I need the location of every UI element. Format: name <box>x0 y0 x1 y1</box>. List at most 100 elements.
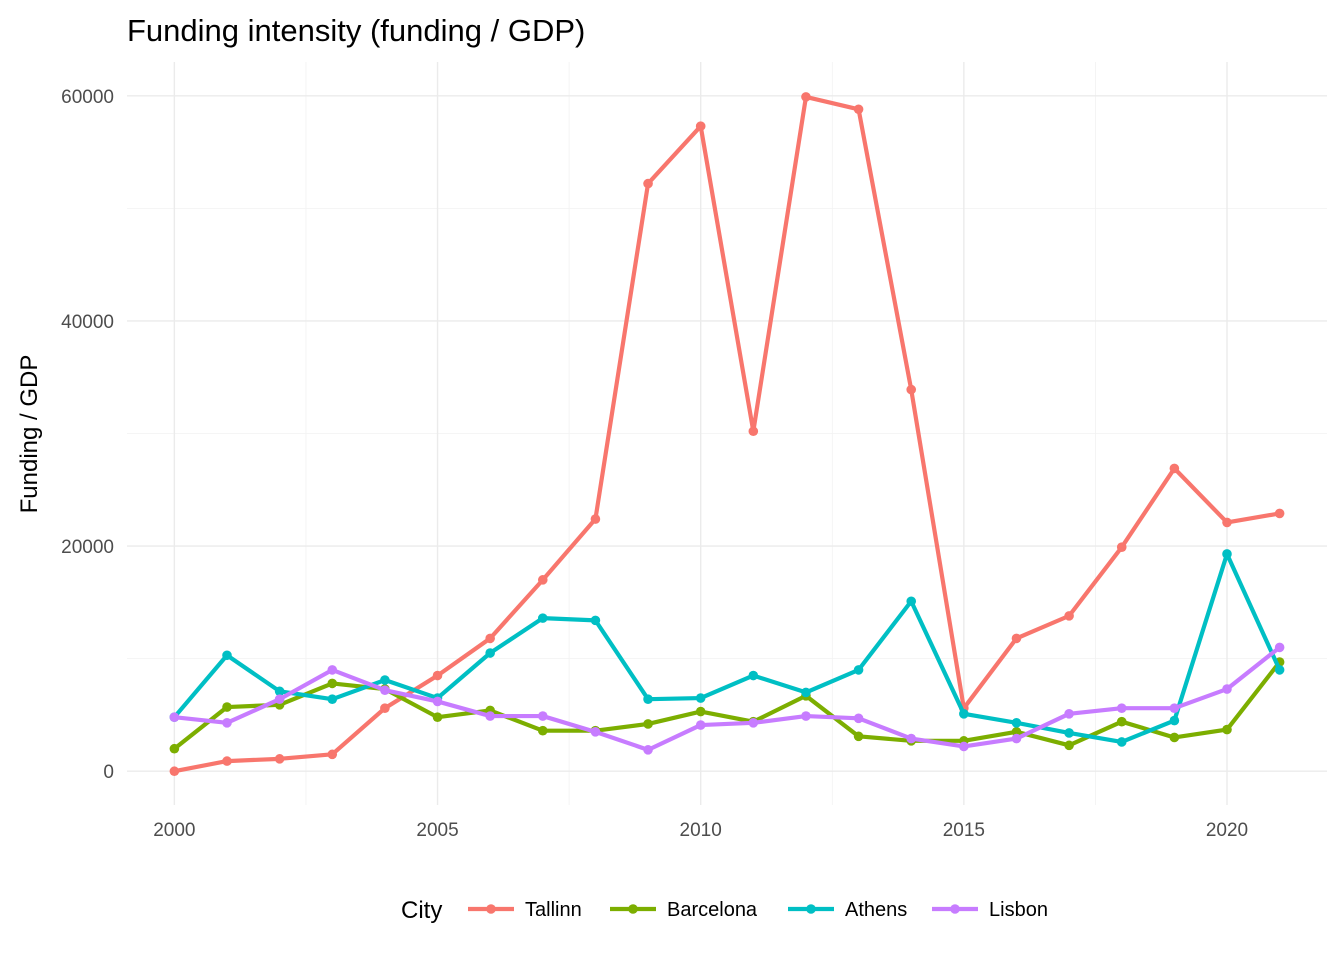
data-point-tallinn <box>222 756 232 766</box>
series-line-athens <box>172 551 1282 745</box>
y-tick-label: 40000 <box>61 312 114 333</box>
data-point-lisbon <box>432 696 443 707</box>
data-point-tallinn <box>853 104 864 115</box>
data-point-athens <box>1116 737 1127 747</box>
data-point-barcelona <box>432 712 443 722</box>
data-point-athens <box>748 670 759 681</box>
data-point-athens <box>485 648 495 658</box>
series-layer <box>169 92 1285 777</box>
data-point-lisbon <box>643 745 653 755</box>
y-axis-title: Funding / GDP <box>16 355 43 514</box>
data-point-tallinn <box>1222 517 1232 528</box>
legend-label: Lisbon <box>989 899 1048 921</box>
data-point-lisbon <box>853 713 864 724</box>
series-line-barcelona <box>173 660 1282 751</box>
data-point-tallinn <box>380 703 390 713</box>
data-point-lisbon <box>695 720 706 730</box>
data-point-tallinn <box>748 426 759 437</box>
data-point-lisbon <box>169 712 180 722</box>
legend-key-point <box>806 904 816 914</box>
data-point-tallinn <box>485 633 495 644</box>
data-point-lisbon <box>1064 709 1074 719</box>
data-point-tallinn <box>801 92 811 102</box>
data-point-barcelona <box>1011 727 1022 737</box>
data-point-lisbon <box>380 685 390 695</box>
data-point-lisbon <box>1169 703 1180 713</box>
x-tick-label: 2005 <box>416 820 458 841</box>
legend-title: City <box>401 897 442 924</box>
data-point-lisbon <box>274 694 285 704</box>
data-point-tallinn <box>537 575 548 585</box>
gridlines <box>127 62 1327 805</box>
data-point-lisbon <box>906 733 917 744</box>
x-tick-label: 2010 <box>680 820 722 841</box>
data-point-athens <box>801 687 811 698</box>
data-point-athens <box>643 694 653 704</box>
data-point-tallinn <box>643 178 653 189</box>
data-point-lisbon <box>1116 703 1127 713</box>
data-point-tallinn <box>1169 463 1180 474</box>
data-point-barcelona <box>222 702 232 712</box>
data-point-athens <box>853 665 864 675</box>
series-tallinn <box>169 92 1285 777</box>
data-point-barcelona <box>537 725 548 736</box>
y-axis-ticks: 0 20000 40000 60000 <box>61 87 114 783</box>
y-tick-label: 20000 <box>61 537 114 558</box>
data-point-tallinn <box>1064 611 1074 621</box>
data-point-athens <box>327 694 338 704</box>
data-point-barcelona <box>1116 716 1127 727</box>
data-point-lisbon <box>327 665 338 675</box>
data-point-barcelona <box>853 731 864 742</box>
data-point-tallinn <box>906 384 917 395</box>
legend-key-point <box>950 904 960 914</box>
data-point-lisbon <box>485 711 495 721</box>
data-point-athens <box>1222 549 1232 559</box>
x-axis-ticks: 2000 2005 2010 2015 2020 <box>153 820 1248 841</box>
data-point-tallinn <box>590 514 601 524</box>
data-point-athens <box>906 596 917 607</box>
data-point-athens <box>1011 718 1022 728</box>
data-point-barcelona <box>1169 732 1180 743</box>
data-point-lisbon <box>959 741 969 752</box>
legend-label: Tallinn <box>525 899 582 921</box>
data-point-lisbon <box>537 711 548 721</box>
y-tick-label: 0 <box>103 762 114 783</box>
data-point-athens <box>1064 728 1074 738</box>
data-point-lisbon <box>590 727 601 737</box>
data-point-barcelona <box>327 678 338 689</box>
data-point-barcelona <box>169 743 180 754</box>
x-tick-label: 2000 <box>153 820 195 841</box>
x-tick-label: 2015 <box>943 820 985 841</box>
data-point-lisbon <box>801 711 811 721</box>
legend-item-athens: Athens <box>788 899 907 921</box>
data-point-tallinn <box>169 766 180 777</box>
data-point-barcelona <box>1064 740 1074 751</box>
y-tick-label: 60000 <box>61 87 114 108</box>
data-point-tallinn <box>695 121 706 131</box>
data-point-athens <box>590 615 601 626</box>
legend-item-lisbon: Lisbon <box>932 899 1048 921</box>
legend-key-point <box>628 904 638 914</box>
data-point-athens <box>1169 715 1180 726</box>
chart-title: Funding intensity (funding / GDP) <box>127 13 585 48</box>
legend-items: Tallinn Barcelona Athens Lisbon <box>468 899 1048 921</box>
data-point-athens <box>537 613 548 623</box>
data-point-lisbon <box>1222 684 1232 694</box>
data-point-barcelona <box>1222 724 1232 735</box>
data-point-barcelona <box>643 719 653 729</box>
data-point-lisbon <box>748 718 759 728</box>
data-point-athens <box>222 650 232 661</box>
data-point-athens <box>274 686 285 697</box>
data-point-tallinn <box>274 754 285 764</box>
legend-item-tallinn: Tallinn <box>468 899 582 921</box>
data-point-tallinn <box>1116 542 1127 553</box>
legend-label: Barcelona <box>667 899 758 921</box>
legend-item-barcelona: Barcelona <box>610 899 758 921</box>
series-line-lisbon <box>174 645 1281 752</box>
series-athens <box>169 549 1285 747</box>
data-point-tallinn <box>1274 508 1285 519</box>
data-point-tallinn <box>432 670 443 681</box>
data-point-lisbon <box>222 718 232 728</box>
